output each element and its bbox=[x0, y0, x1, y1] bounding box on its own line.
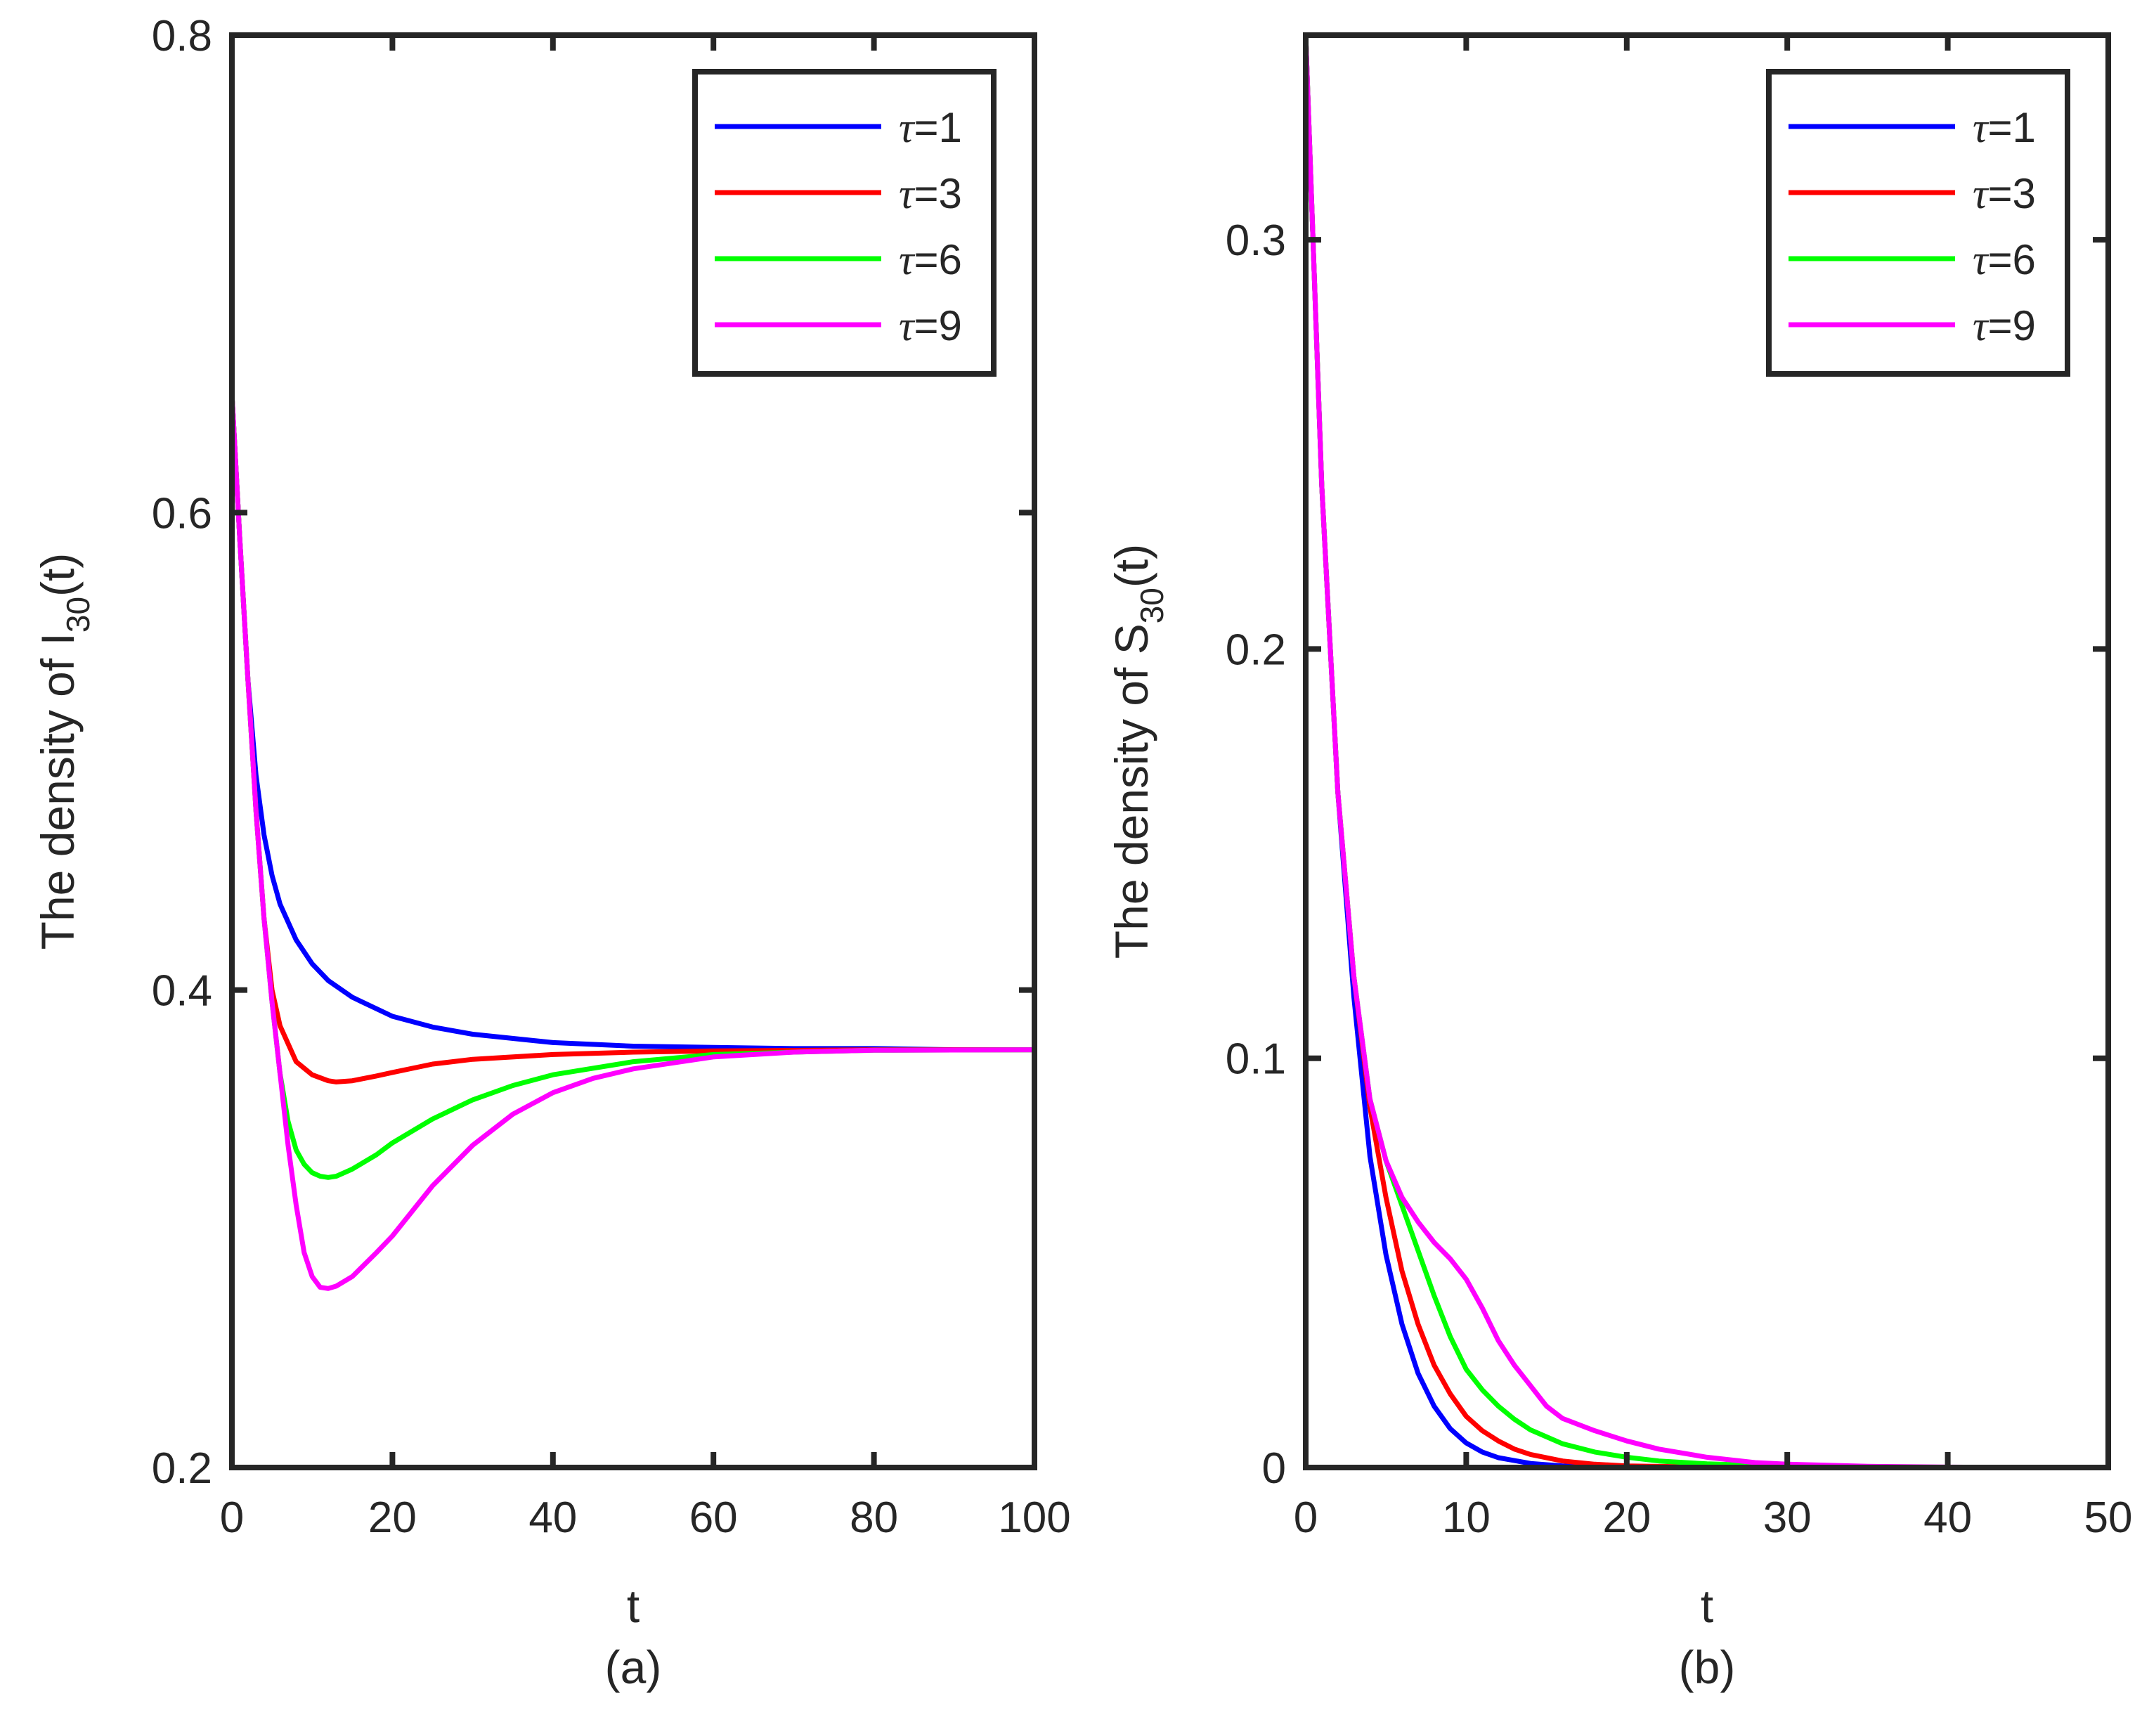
panel-caption: (a) bbox=[605, 1641, 662, 1693]
series-line-1 bbox=[232, 391, 1034, 1053]
x-tick-label: 30 bbox=[1763, 1494, 1812, 1542]
panel-a: 0 20 40 60 80 100 0.2 0.4 0.6 0.8 t The density of … bbox=[32, 12, 1071, 1693]
x-tick-label: 20 bbox=[368, 1494, 417, 1542]
legend-label-3: τ=6 bbox=[899, 236, 962, 283]
y-axis-label-suffix: (t) bbox=[32, 553, 84, 597]
legend-label-1: τ=1 bbox=[899, 104, 962, 151]
legend-value: =1 bbox=[1987, 104, 2035, 151]
legend-label-2: τ=3 bbox=[1973, 170, 2036, 217]
x-tick-label: 40 bbox=[528, 1494, 577, 1542]
x-tick-label: 100 bbox=[998, 1494, 1070, 1542]
y-axis-label-prefix: The density of I bbox=[32, 633, 84, 950]
y-tick-label: 0.8 bbox=[152, 12, 212, 60]
axes-box bbox=[1303, 32, 2111, 1470]
x-axis-label: t bbox=[627, 1580, 640, 1632]
x-tick-label: 0 bbox=[1294, 1494, 1318, 1542]
x-tick-label: 60 bbox=[689, 1494, 738, 1542]
legend-label-2: τ=3 bbox=[899, 170, 962, 217]
y-tick-label: 0.2 bbox=[1226, 626, 1286, 674]
x-tick-label: 20 bbox=[1602, 1494, 1651, 1542]
legend: τ=1τ=3τ=6τ=9 bbox=[692, 69, 997, 377]
legend-symbol: τ bbox=[899, 237, 916, 283]
legend-value: =6 bbox=[914, 236, 961, 283]
y-axis-label-suffix: (t) bbox=[1105, 544, 1157, 588]
series-line-2 bbox=[232, 391, 1034, 1084]
y-axis-label-subscript: 30 bbox=[60, 597, 96, 633]
x-tick-label: 50 bbox=[2084, 1494, 2133, 1542]
legend-symbol: τ bbox=[1973, 303, 1990, 349]
y-tick-label: 0.4 bbox=[152, 967, 212, 1016]
legend-label-4: τ=9 bbox=[899, 302, 962, 349]
x-tick-label: 80 bbox=[850, 1494, 898, 1542]
legend-label-3: τ=6 bbox=[1973, 236, 2036, 283]
panel-caption: (b) bbox=[1679, 1641, 1736, 1693]
legend-symbol: τ bbox=[899, 303, 916, 349]
legend: τ=1τ=3τ=6τ=9 bbox=[1766, 69, 2070, 377]
legend-value: =3 bbox=[914, 170, 961, 217]
y-tick-label: 0 bbox=[1262, 1444, 1286, 1493]
y-tick-label: 0.6 bbox=[152, 489, 212, 538]
y-axis-label: The density of I30(t) bbox=[32, 553, 96, 950]
legend-symbol: τ bbox=[1973, 105, 1990, 151]
legend-value: =6 bbox=[1987, 236, 2035, 283]
x-axis-label: t bbox=[1701, 1580, 1713, 1632]
y-axis-label: The density of S30(t) bbox=[1105, 544, 1170, 959]
axes-box bbox=[229, 32, 1037, 1470]
legend-label-1: τ=1 bbox=[1973, 104, 2036, 151]
x-tick-label: 0 bbox=[220, 1494, 244, 1542]
x-tick-label: 10 bbox=[1442, 1494, 1491, 1542]
legend-label-4: τ=9 bbox=[1973, 302, 2036, 349]
legend-symbol: τ bbox=[899, 105, 916, 151]
legend-value: =3 bbox=[1987, 170, 2035, 217]
legend-symbol: τ bbox=[1973, 171, 1990, 217]
legend-value: =9 bbox=[914, 302, 961, 349]
y-axis-label-prefix: The density of S bbox=[1105, 623, 1157, 959]
x-tick-label: 40 bbox=[1923, 1494, 1972, 1542]
legend-value: =1 bbox=[914, 104, 961, 151]
y-tick-label: 0.2 bbox=[152, 1444, 212, 1493]
legend-value: =9 bbox=[1987, 302, 2035, 349]
legend-symbol: τ bbox=[899, 171, 916, 217]
series-line-3 bbox=[232, 391, 1034, 1180]
y-tick-label: 0.1 bbox=[1226, 1035, 1286, 1084]
y-tick-label: 0.3 bbox=[1226, 216, 1286, 265]
legend-symbol: τ bbox=[1973, 237, 1990, 283]
series-line-4 bbox=[232, 391, 1034, 1291]
series-group bbox=[232, 391, 1034, 1291]
series-line-4 bbox=[1306, 35, 2108, 1468]
y-axis-label-subscript: 30 bbox=[1134, 588, 1170, 623]
